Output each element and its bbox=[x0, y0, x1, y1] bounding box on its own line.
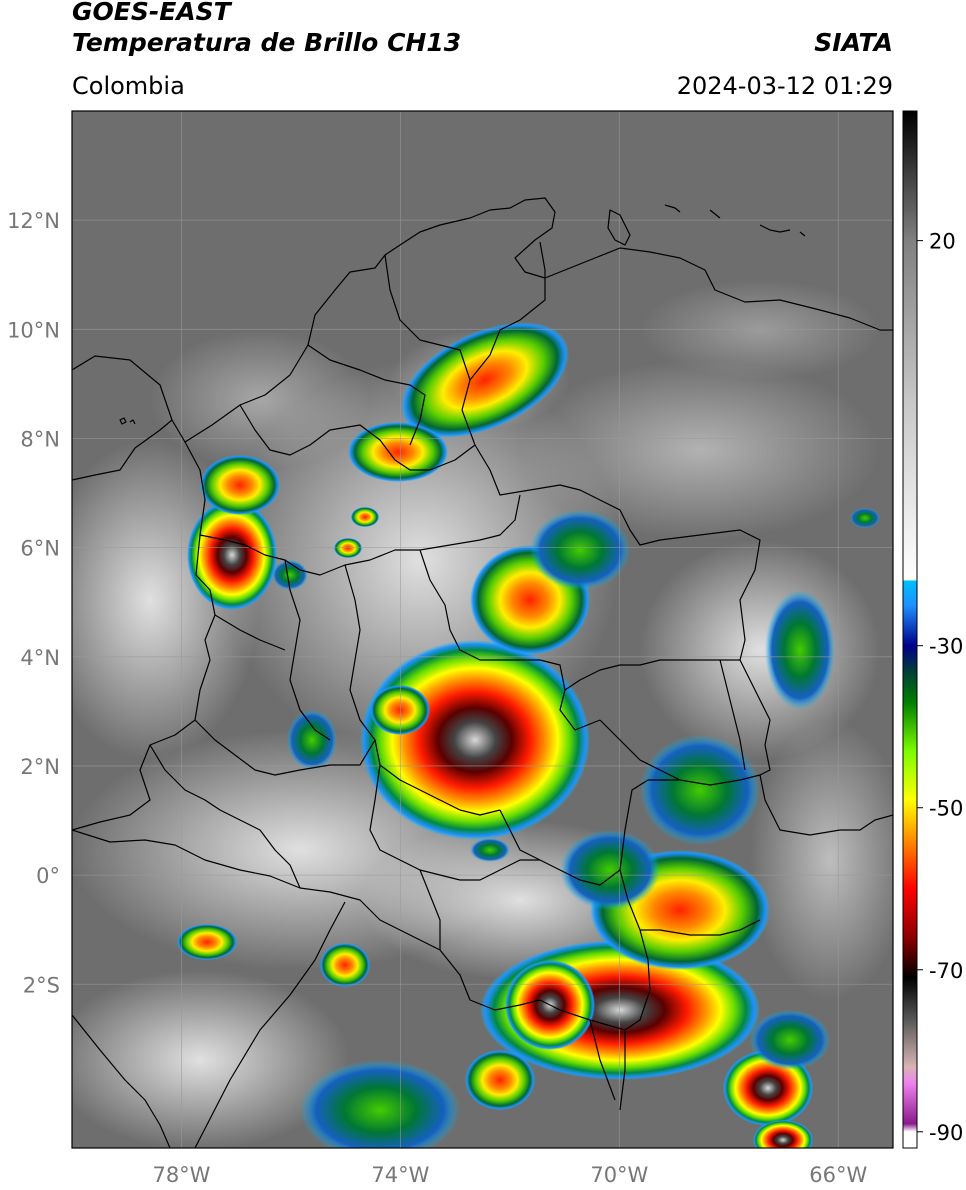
aruba-curacao-islands bbox=[607, 204, 806, 246]
map-frame bbox=[71, 110, 894, 1149]
peru-border-south bbox=[72, 901, 346, 1148]
lon-tick-label: 74°W bbox=[371, 1163, 429, 1187]
product-title: Temperatura de Brillo CH13 bbox=[72, 28, 462, 57]
colorbar-gradient bbox=[902, 110, 918, 1149]
lat-tick-label: 4°N bbox=[20, 646, 60, 670]
cloud-texture bbox=[72, 280, 893, 1148]
department-borders bbox=[149, 254, 761, 950]
lat-tick-label: 8°N bbox=[20, 427, 60, 451]
colorbar-tick-label: -50 bbox=[929, 797, 963, 821]
lon-tick-label: 66°W bbox=[809, 1163, 867, 1187]
colorbar-tick-label: 20 bbox=[929, 230, 956, 254]
colorbar-ticks: 20 -30 -50 -70 -90 bbox=[917, 230, 963, 1145]
region-label: Colombia bbox=[72, 72, 185, 100]
pacific-coastline bbox=[72, 419, 216, 831]
lat-tick-label: 10°N bbox=[7, 318, 60, 342]
river-lines bbox=[589, 1019, 626, 1111]
lat-tick-label: 6°N bbox=[20, 537, 60, 561]
agency-label: SIATA bbox=[814, 28, 893, 57]
datetime-label: 2024-03-12 01:29 bbox=[676, 72, 893, 100]
colorbar-tick-label: -70 bbox=[929, 959, 963, 983]
colorbar-tick-label: -30 bbox=[929, 635, 963, 659]
longitude-axis: 78°W 74°W 70°W 66°W bbox=[152, 1163, 867, 1187]
lon-tick-label: 78°W bbox=[152, 1163, 210, 1187]
map-panel bbox=[72, 111, 893, 1148]
lat-tick-label: 2°S bbox=[23, 973, 60, 997]
colorbar: 20 -30 -50 -70 -90 bbox=[902, 110, 963, 1149]
lat-tick-label: 12°N bbox=[7, 209, 60, 233]
latitude-axis: 12°N 10°N 8°N 6°N 4°N 2°N 0° 2°S bbox=[7, 209, 60, 997]
lon-tick-label: 70°W bbox=[590, 1163, 648, 1187]
san-andres bbox=[119, 417, 136, 425]
convective-cells bbox=[177, 322, 880, 1148]
lat-tick-label: 0° bbox=[36, 864, 60, 888]
brazil-border bbox=[539, 774, 893, 1031]
boundaries bbox=[72, 197, 893, 1148]
peru-ecuador-border bbox=[72, 829, 541, 1011]
lat-tick-label: 2°N bbox=[20, 755, 60, 779]
graticule bbox=[72, 111, 893, 1148]
colorbar-tick-label: -90 bbox=[929, 1121, 963, 1145]
satellite-title: GOES-EAST bbox=[72, 0, 231, 26]
